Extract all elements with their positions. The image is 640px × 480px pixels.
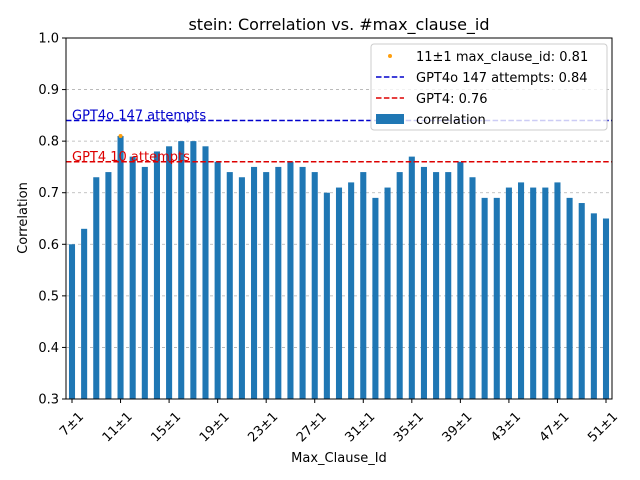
bars-layer — [68, 135, 610, 399]
legend-box — [370, 43, 608, 131]
legend-label-gpt4: GPT4: 0.76 — [416, 92, 488, 107]
bar — [554, 182, 561, 399]
bar — [153, 151, 160, 399]
bar — [117, 135, 124, 399]
bar — [226, 172, 233, 399]
y-tick-label: 0.3 — [38, 393, 59, 408]
legend: 11±1 max_clause_id: 0.81 GPT4o 147 attem… — [370, 43, 608, 131]
y-tick-label: 0.6 — [38, 238, 59, 253]
bar — [590, 213, 597, 399]
bar — [469, 177, 476, 399]
bar — [335, 187, 343, 399]
bar — [105, 172, 112, 399]
bar — [251, 166, 258, 399]
bar — [263, 172, 270, 399]
bar — [299, 166, 306, 399]
reference-line-annotation: GPT4 10 attempts — [72, 150, 190, 165]
bar — [518, 182, 525, 399]
bar — [493, 197, 500, 399]
bar — [602, 218, 610, 399]
bar — [445, 172, 452, 399]
bar — [275, 166, 282, 399]
bar — [93, 177, 100, 399]
bar — [530, 187, 537, 399]
plot-frame — [65, 37, 613, 400]
bar — [384, 187, 391, 399]
bar — [408, 156, 415, 399]
bar — [166, 146, 173, 399]
y-tick-label: 0.5 — [38, 289, 59, 304]
bar — [420, 166, 427, 399]
y-axis-ticks: 0.3 0.4 0.5 0.6 0.7 0.8 0.9 1.0 — [38, 32, 66, 408]
bar — [141, 166, 148, 399]
bar — [505, 187, 512, 399]
bar — [287, 161, 294, 399]
y-tick-label: 0.9 — [38, 83, 59, 98]
legend-label-gpt4o: GPT4o 147 attempts: 0.84 — [416, 71, 588, 86]
bar — [68, 244, 76, 399]
bar — [360, 172, 367, 399]
bar — [323, 192, 330, 399]
y-tick-label: 1.0 — [38, 32, 59, 47]
bar — [396, 172, 403, 399]
bar — [238, 177, 245, 399]
bar — [433, 172, 440, 399]
bar — [566, 197, 573, 399]
legend-label-correlation: correlation — [416, 113, 486, 128]
legend-point-marker — [388, 54, 392, 58]
bar — [542, 187, 549, 399]
bar — [178, 141, 185, 399]
y-tick-label: 0.7 — [38, 186, 59, 201]
bar — [214, 161, 221, 399]
y-tick-label: 0.4 — [38, 341, 59, 356]
bar — [202, 146, 209, 399]
chart-title: stein: Correlation vs. #max_clause_id — [188, 15, 489, 35]
y-tick-label: 0.8 — [38, 135, 59, 150]
bar — [481, 197, 488, 399]
bar — [311, 172, 318, 399]
x-axis-title: Max_Clause_Id — [291, 451, 387, 466]
bar — [457, 161, 464, 399]
bar — [578, 203, 585, 399]
bar — [81, 228, 88, 399]
highlight-point — [118, 133, 123, 138]
y-axis-title: Correlation — [16, 182, 31, 254]
legend-bar-swatch — [376, 114, 404, 124]
highlight-point-layer — [118, 133, 123, 138]
bar — [190, 141, 197, 399]
bar — [372, 197, 379, 399]
legend-label-highlight-point: 11±1 max_clause_id: 0.81 — [416, 50, 588, 65]
reference-line-annotation: GPT4o 147 attempts — [72, 109, 206, 124]
bar — [129, 156, 136, 399]
bar — [348, 182, 355, 399]
